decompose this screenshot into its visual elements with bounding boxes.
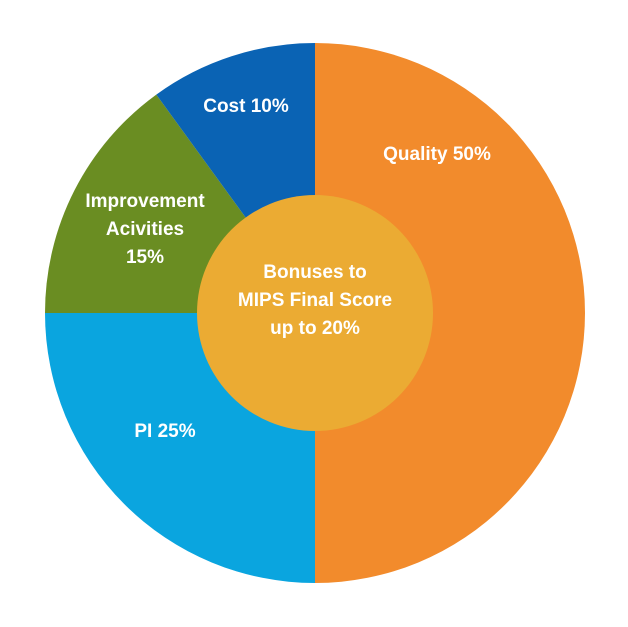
center-label: up to 20% [270,318,360,339]
slice-label: Acivities [106,219,184,240]
slice-label: 15% [126,247,164,268]
slice-label: PI 25% [134,421,195,442]
center-circle [197,195,433,431]
slice-label: Improvement [85,191,205,212]
slice-label: Quality 50% [383,144,491,165]
center-label: Bonuses to [263,262,366,283]
slice-label: Cost 10% [203,96,289,117]
pie-slice [315,43,585,583]
center-label: MIPS Final Score [238,290,392,311]
